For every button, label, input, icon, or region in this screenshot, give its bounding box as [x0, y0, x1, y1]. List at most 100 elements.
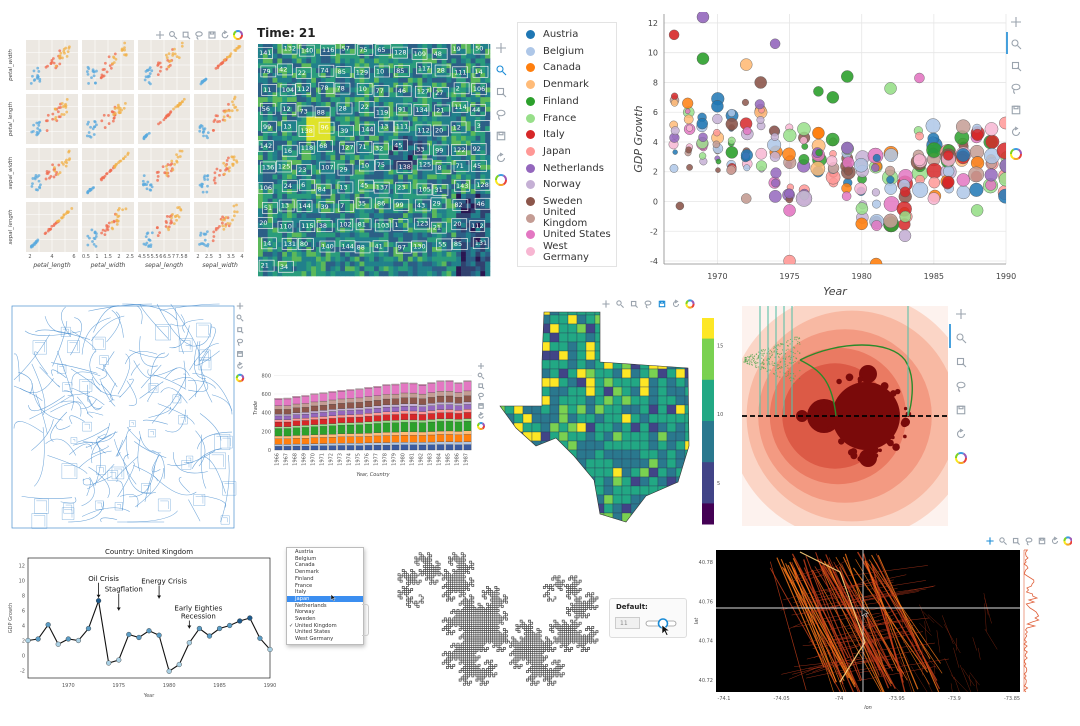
dropdown-option[interactable]: Italy	[287, 589, 363, 596]
wheel-zoom-icon[interactable]	[182, 31, 191, 40]
heatmap-cell	[325, 174, 331, 180]
lasso-icon[interactable]	[644, 300, 652, 309]
box-zoom-icon[interactable]	[477, 372, 485, 380]
bar-segment	[382, 435, 391, 443]
legend-item[interactable]: Belgium	[526, 43, 584, 60]
legend-item[interactable]: Canada	[526, 59, 581, 76]
box-zoom-icon[interactable]	[999, 537, 1007, 545]
lasso-icon[interactable]	[478, 392, 484, 400]
heatmap-cell	[311, 203, 317, 209]
heatmap-cell	[258, 193, 264, 199]
heatmap-box	[281, 180, 298, 193]
dropdown-option[interactable]: Belgium	[287, 556, 363, 563]
save-icon[interactable]	[956, 405, 966, 415]
county	[558, 458, 569, 469]
pan-icon[interactable]	[602, 300, 610, 308]
lasso-icon[interactable]	[956, 381, 966, 392]
legend-item[interactable]: United States	[526, 226, 611, 243]
box-zoom-icon[interactable]	[169, 31, 178, 40]
pan-icon[interactable]	[156, 31, 164, 39]
wheel-zoom-icon[interactable]	[1011, 61, 1022, 72]
lasso-icon[interactable]	[496, 109, 506, 120]
lasso-icon[interactable]	[1025, 537, 1033, 546]
dropdown-option[interactable]: France	[287, 583, 363, 590]
dropdown-option[interactable]: West Germany	[287, 636, 363, 643]
reset-icon[interactable]	[221, 30, 229, 39]
pan-icon[interactable]	[236, 302, 244, 310]
save-icon[interactable]	[1011, 105, 1021, 115]
reset-icon[interactable]	[478, 411, 484, 419]
heatmap-cell	[262, 174, 268, 180]
dropdown-option[interactable]: Netherlands	[287, 603, 363, 610]
dropdown-option[interactable]: Austria	[287, 549, 363, 556]
heatmap-box-label: 138	[398, 163, 410, 171]
wheel-zoom-icon[interactable]	[956, 357, 967, 368]
widget-value-field[interactable]: 11	[615, 617, 640, 629]
save-icon[interactable]	[208, 31, 216, 39]
splom-point	[147, 245, 150, 248]
box-zoom-icon[interactable]	[616, 300, 624, 308]
legend-item[interactable]: France	[526, 110, 576, 127]
legend-item[interactable]: United Kingdom	[526, 207, 616, 229]
gdp-ytick-label: -4	[650, 257, 658, 266]
lasso-icon[interactable]	[195, 31, 203, 40]
save-icon[interactable]	[237, 351, 243, 357]
heatmap-box-label: 118	[301, 144, 313, 152]
save-icon[interactable]	[658, 300, 666, 308]
reset-icon[interactable]	[496, 152, 506, 163]
wheel-zoom-icon[interactable]	[496, 87, 507, 98]
legend-item[interactable]: Sweden	[526, 193, 583, 210]
county	[612, 431, 623, 442]
reset-icon[interactable]	[1051, 536, 1059, 545]
gdp-bubble	[812, 126, 825, 140]
heatmap-cell	[436, 106, 442, 112]
dropdown-option[interactable]: Canada	[287, 562, 363, 569]
dropdown-option[interactable]: Finland	[287, 576, 363, 583]
heatmap-cell	[345, 102, 351, 108]
lasso-icon[interactable]	[1011, 83, 1021, 94]
legend-item[interactable]: West Germany	[526, 241, 616, 263]
heatmap-cell	[422, 106, 428, 112]
wheel-zoom-icon[interactable]	[1012, 537, 1020, 545]
wheel-zoom-icon[interactable]	[630, 300, 638, 308]
save-icon[interactable]	[496, 131, 506, 141]
country-dropdown[interactable]: Austria Belgium Canada Denmark Finland France…	[286, 547, 364, 645]
box-zoom-icon[interactable]	[956, 333, 967, 344]
dropdown-option[interactable]: ✓ United Kingdom	[287, 623, 363, 630]
pan-icon[interactable]	[496, 43, 506, 53]
heatmap-cell	[330, 218, 336, 224]
box-zoom-icon[interactable]	[236, 314, 244, 322]
legend-item[interactable]: Netherlands	[526, 160, 604, 177]
pan-icon[interactable]	[956, 309, 966, 319]
reset-icon[interactable]	[1011, 126, 1021, 137]
heatmap-cell	[388, 189, 394, 195]
legend-item[interactable]: Norway	[526, 176, 581, 193]
save-icon[interactable]	[478, 403, 484, 409]
wheel-zoom-icon[interactable]	[237, 327, 244, 334]
lasso-icon[interactable]	[236, 338, 244, 347]
legend-item[interactable]: Japan	[526, 143, 571, 160]
legend-item[interactable]: Italy	[526, 126, 565, 143]
splom-tick-label: 2	[196, 254, 199, 260]
pan-icon[interactable]	[986, 537, 994, 545]
legend-item[interactable]: Denmark	[526, 76, 589, 93]
dropdown-option[interactable]: Japan	[287, 595, 363, 603]
save-icon[interactable]	[1038, 537, 1046, 545]
county	[657, 521, 668, 522]
wheel-zoom-icon[interactable]	[478, 383, 485, 390]
legend-item[interactable]: Finland	[526, 93, 579, 110]
reset-icon[interactable]	[237, 361, 243, 369]
dropdown-option[interactable]: United States	[287, 629, 363, 636]
pan-icon[interactable]	[1011, 17, 1021, 27]
reset-icon[interactable]	[672, 299, 680, 308]
reset-icon[interactable]	[956, 428, 966, 439]
box-zoom-icon[interactable]	[496, 65, 507, 76]
dropdown-option[interactable]: Norway	[287, 609, 363, 616]
dropdown-option[interactable]: Denmark	[287, 569, 363, 576]
dropdown-option[interactable]: Sweden	[287, 616, 363, 623]
legend-item[interactable]: Austria	[526, 26, 578, 43]
heatmap-box-label: 68	[319, 142, 327, 150]
box-zoom-icon[interactable]	[1011, 39, 1022, 50]
pan-icon[interactable]	[478, 363, 484, 369]
county	[531, 395, 542, 406]
